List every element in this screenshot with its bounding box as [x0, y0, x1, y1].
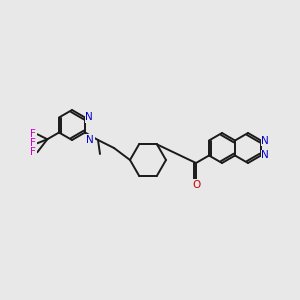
Text: F: F — [30, 129, 36, 139]
Text: O: O — [192, 179, 200, 190]
Text: F: F — [30, 147, 36, 157]
Text: N: N — [85, 112, 93, 122]
Text: N: N — [261, 151, 269, 160]
Text: N: N — [261, 136, 269, 146]
Text: F: F — [30, 138, 36, 148]
Text: N: N — [86, 135, 94, 145]
